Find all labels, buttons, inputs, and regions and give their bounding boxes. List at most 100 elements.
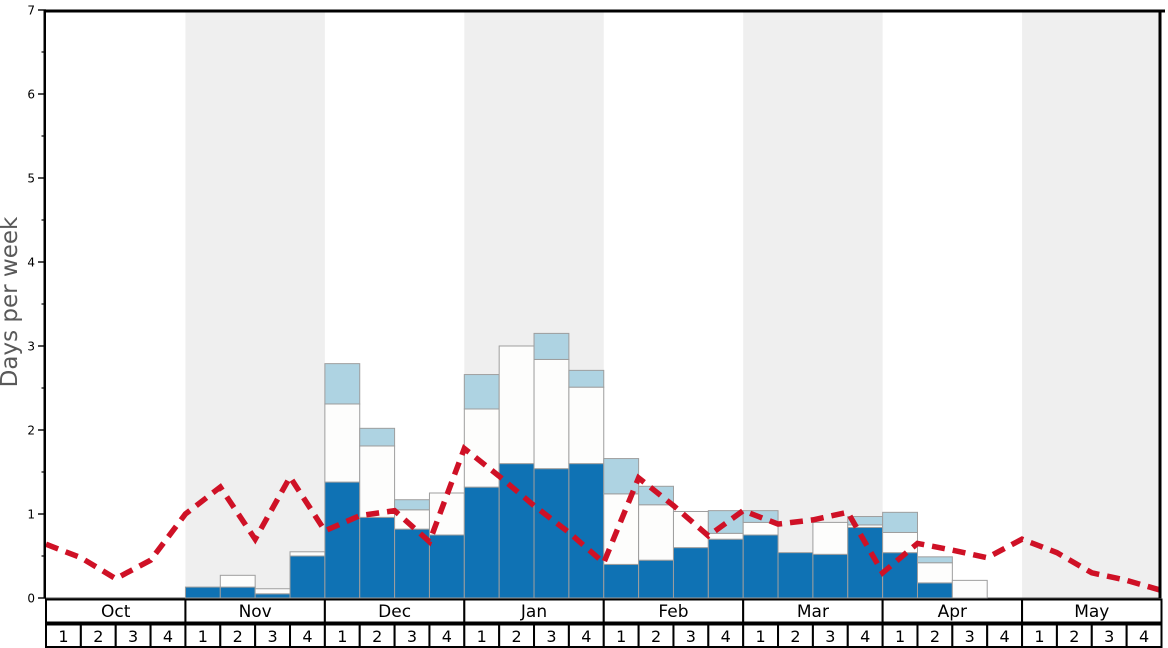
bar-segment-light-blue [603,458,640,495]
week-label: 4 [721,627,731,646]
bar-segment-white [638,504,674,561]
bar-segment-white [533,358,570,470]
week-label: 2 [512,627,522,646]
y-tick-label: 0 [27,592,35,606]
frame-left [43,9,46,598]
month-label-jan: Jan [520,602,547,622]
bar-segment-dark-blue [777,552,814,599]
week-label: 3 [965,627,975,646]
week-label: 1 [895,627,905,646]
week-label: 2 [93,627,103,646]
week-label: 4 [860,627,870,646]
bar-segment-dark-blue [428,534,465,599]
week-label: 3 [825,627,835,646]
bar-segment-white [812,521,849,555]
week-label: 1 [477,627,487,646]
month-band-mar [743,10,883,598]
bar-segment-white [916,562,953,584]
bar-segment-dark-blue [254,593,291,599]
y-tick-label: 6 [27,88,35,102]
bar-segment-dark-blue [359,516,396,599]
bar-segment-light-blue [568,369,605,388]
bar-segment-dark-blue [707,538,744,599]
y-axis-title: Days per week [0,216,23,387]
week-label: 3 [1104,627,1114,646]
month-label-mar: Mar [797,602,829,622]
bar-segment-dark-blue [603,563,640,599]
week-label: 4 [442,627,452,646]
bar-segment-white [498,345,535,465]
red-dashed-average-line [45,443,1163,594]
bar-segment-white [254,588,291,595]
month-label-may: May [1074,602,1109,622]
week-label: 2 [930,627,940,646]
week-label: 1 [1034,627,1044,646]
month-band-nov [185,10,325,598]
bar-segment-dark-blue [638,559,674,599]
week-label: 4 [1000,627,1010,646]
week-label: 1 [616,627,626,646]
y-tick-label: 5 [27,172,35,186]
week-label: 1 [337,627,347,646]
bar-segment-dark-blue [812,553,849,599]
bar-segment-white [219,574,256,588]
bar-segment-white [359,445,396,518]
week-label: 2 [651,627,661,646]
bar-segment-light-blue [394,499,430,511]
y-tick-label: 7 [27,4,35,18]
frame-right [1158,9,1162,598]
month-label-apr: Apr [938,602,967,622]
bar-segment-dark-blue [533,468,570,599]
bar-segment-dark-blue [916,582,953,599]
bar-segment-dark-blue [184,586,221,599]
bar-segment-dark-blue [742,534,779,599]
y-tick-label: 3 [27,340,35,354]
bar-segment-white [289,551,326,557]
bar-segment-dark-blue [498,463,535,599]
week-label: 3 [686,627,696,646]
bar-segment-dark-blue [219,586,256,599]
week-label: 2 [372,627,382,646]
bar-segment-dark-blue [289,555,326,599]
bar-segment-white [568,386,605,465]
month-band-may [1022,10,1162,598]
y-tick-label: 2 [27,424,35,438]
bar-segment-light-blue [463,374,500,410]
week-label: 4 [163,627,173,646]
week-label: 1 [756,627,766,646]
bar-segment-light-blue [359,427,396,447]
week-cell [1125,623,1163,648]
month-label-feb: Feb [658,602,688,622]
month-cell-may [1021,598,1163,624]
week-label: 2 [1069,627,1079,646]
week-label: 2 [790,627,800,646]
bar-segment-light-blue [882,511,918,533]
week-label: 3 [407,627,417,646]
y-tick-label: 1 [27,508,35,522]
week-label: 3 [267,627,277,646]
month-label-nov: Nov [239,602,272,622]
week-label: 2 [233,627,243,646]
bar-segment-light-blue [638,485,674,506]
month-label-dec: Dec [378,602,411,622]
week-label: 1 [198,627,208,646]
month-label-oct: Oct [101,602,131,622]
week-label: 4 [1139,627,1149,646]
bar-segment-light-blue [324,363,361,405]
bar-segment-dark-blue [672,547,709,599]
week-label: 4 [302,627,312,646]
bar-segment-light-blue [916,556,953,564]
bar-segment-dark-blue [463,486,500,599]
bar-segment-dark-blue [324,481,361,599]
bar-segment-light-blue [533,332,570,360]
week-label: 4 [581,627,591,646]
bar-segment-white [951,579,988,599]
bar-segment-white [324,403,361,483]
frame-top [43,9,1165,13]
bar-segment-dark-blue [568,463,605,599]
week-label: 3 [546,627,556,646]
bar-segment-white [882,531,918,554]
week-label: 3 [128,627,138,646]
